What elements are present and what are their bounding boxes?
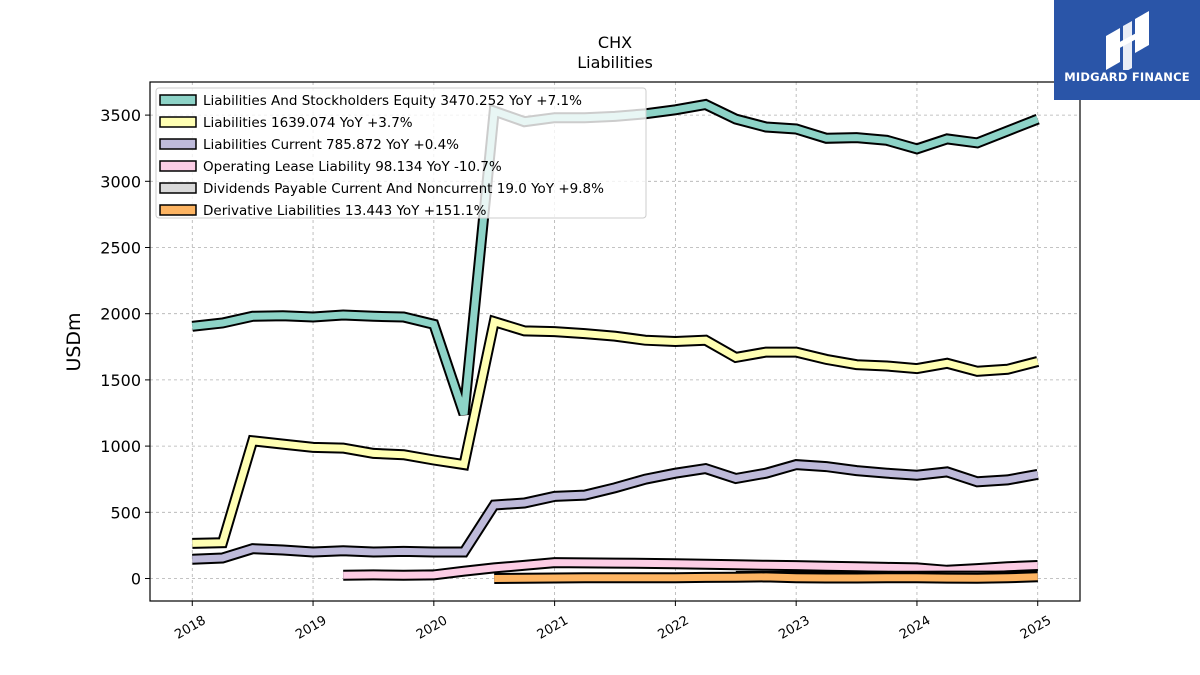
legend-box bbox=[155, 87, 647, 219]
y-tick-label: 3000 bbox=[100, 172, 141, 191]
y-tick-label: 3500 bbox=[100, 106, 141, 125]
legend-swatch bbox=[159, 160, 197, 172]
y-tick-label: 2000 bbox=[100, 305, 141, 324]
legend-label: Operating Lease Liability 98.134 YoY -10… bbox=[203, 159, 502, 175]
series-line bbox=[343, 559, 1038, 579]
plot-frame bbox=[149, 81, 1081, 602]
chart-subtitle: Liabilities bbox=[577, 53, 653, 72]
legend-label: Liabilities Current 785.872 YoY +0.4% bbox=[203, 137, 459, 153]
legend-entry: Liabilities Current 785.872 YoY +0.4% bbox=[159, 137, 459, 153]
x-tick-label: 2021 bbox=[535, 613, 571, 643]
legend: Liabilities And Stockholders Equity 3470… bbox=[155, 87, 647, 219]
legend-entry: Liabilities And Stockholders Equity 3470… bbox=[159, 93, 582, 109]
legend-label: Liabilities 1639.074 YoY +3.7% bbox=[203, 115, 413, 131]
y-tick-label: 1000 bbox=[100, 437, 141, 456]
y-tick-label: 0 bbox=[131, 569, 141, 588]
series-3 bbox=[343, 557, 1038, 581]
y-axis: 0 500 1000 1500 2000 2500 3000 3500 bbox=[100, 106, 150, 588]
legend-entry: Liabilities 1639.074 YoY +3.7% bbox=[159, 115, 413, 131]
legend-entry: Derivative Liabilities 13.443 YoY +151.1… bbox=[159, 203, 487, 219]
x-tick-label: 2024 bbox=[897, 613, 933, 643]
midgard-finance-logo: MIDGARD FINANCE bbox=[1054, 0, 1200, 100]
y-axis-label: USDm bbox=[63, 312, 85, 371]
legend-swatch bbox=[159, 116, 197, 128]
series-1 bbox=[192, 314, 1040, 549]
legend-label: Dividends Payable Current And Noncurrent… bbox=[203, 181, 604, 197]
legend-swatch bbox=[159, 138, 197, 150]
y-tick-label: 500 bbox=[110, 503, 141, 522]
series-5 bbox=[494, 571, 1038, 584]
series-line bbox=[192, 317, 1039, 547]
series-line bbox=[494, 573, 1038, 582]
legend-swatch bbox=[159, 204, 197, 216]
legend-entry: Operating Lease Liability 98.134 YoY -10… bbox=[159, 159, 502, 175]
series-2 bbox=[192, 459, 1039, 565]
x-tick-label: 2019 bbox=[293, 613, 329, 643]
legend-swatch bbox=[159, 94, 197, 106]
series-line bbox=[192, 461, 1039, 563]
x-tick-label: 2020 bbox=[414, 613, 450, 643]
x-tick-label: 2023 bbox=[776, 613, 812, 643]
series-line-outline bbox=[192, 314, 1040, 549]
logo-text: MIDGARD FINANCE bbox=[1064, 70, 1190, 84]
x-tick-label: 2022 bbox=[656, 613, 692, 643]
chart-title: CHX bbox=[598, 33, 632, 52]
logo-mark-icon bbox=[1106, 11, 1149, 70]
y-tick-label: 1500 bbox=[100, 371, 141, 390]
legend-label: Derivative Liabilities 13.443 YoY +151.1… bbox=[203, 203, 487, 219]
legend-swatch bbox=[159, 182, 197, 194]
legend-label: Liabilities And Stockholders Equity 3470… bbox=[203, 93, 582, 109]
x-axis: 2018 2019 2020 2021 2022 2023 2024 2025 bbox=[172, 601, 1054, 643]
x-tick-label: 2018 bbox=[172, 613, 208, 643]
x-tick-label: 2025 bbox=[1018, 613, 1054, 643]
y-tick-label: 2500 bbox=[100, 238, 141, 257]
legend-entry: Dividends Payable Current And Noncurrent… bbox=[159, 181, 604, 197]
